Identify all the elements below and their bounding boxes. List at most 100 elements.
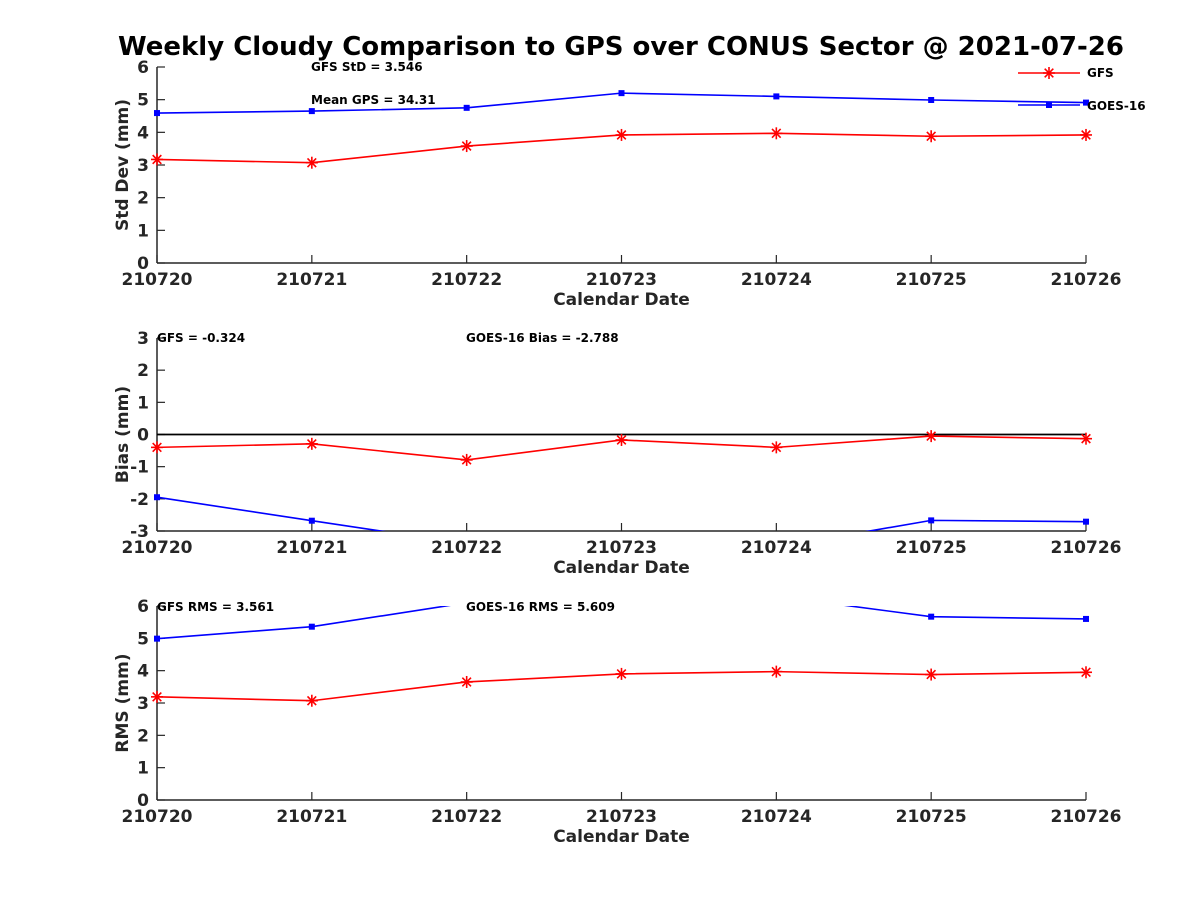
series-goes16-point xyxy=(928,96,935,103)
x-tick-label: 210724 xyxy=(741,270,812,290)
legend-goes16-label: GOES-16 xyxy=(1087,99,1146,113)
series-gfs-point xyxy=(925,430,938,443)
series-gfs-point xyxy=(305,156,318,169)
y-tick-label: 3 xyxy=(137,694,149,714)
x-axis-label: Calendar Date xyxy=(553,827,690,847)
series-gfs-point-stroke xyxy=(461,455,472,465)
series-gfs-point-stroke xyxy=(616,669,627,679)
x-tick-label: 210720 xyxy=(122,807,193,827)
series-goes16-point xyxy=(154,110,160,117)
x-tick-label: 210726 xyxy=(1051,807,1122,827)
legend-gfs-label: GFS xyxy=(1087,66,1114,80)
y-axis-label: Bias (mm) xyxy=(113,386,133,483)
series-gfs-point xyxy=(151,441,163,454)
y-tick-label: 1 xyxy=(137,221,149,241)
series-goes16-point xyxy=(308,623,315,630)
x-tick-label: 210720 xyxy=(122,270,193,290)
series-gfs-point xyxy=(460,140,473,153)
legend-goes16-marker xyxy=(1046,102,1052,108)
x-tick-label: 210723 xyxy=(586,270,657,290)
series-goes16-point xyxy=(928,613,935,620)
series-gfs-point-stroke xyxy=(152,442,162,453)
panel-data xyxy=(151,90,1092,169)
series-gfs-point xyxy=(925,668,938,681)
y-axis-label: RMS (mm) xyxy=(113,653,133,752)
legend-gfs-marker xyxy=(1043,67,1055,79)
y-tick-label: 2 xyxy=(137,189,149,209)
chart-title: Weekly Cloudy Comparison to GPS over CON… xyxy=(118,32,1124,62)
series-gfs-point xyxy=(615,433,628,446)
series-gfs-point-stroke xyxy=(616,130,627,140)
annotation: GFS RMS = 3.561 xyxy=(157,600,274,614)
series-gfs-point xyxy=(770,665,783,678)
legend: GFS GOES-16 xyxy=(1018,66,1146,113)
series-goes16-point xyxy=(1083,518,1089,525)
y-tick-label: 2 xyxy=(137,361,149,381)
series-goes16-point xyxy=(463,104,470,111)
series-gfs-point-stroke xyxy=(461,677,472,687)
annotation: GOES-16 RMS = 5.609 xyxy=(466,600,615,614)
y-tick-label: 0 xyxy=(137,254,149,274)
legend-gfs-asterisk xyxy=(1043,67,1055,79)
y-tick-label: -2 xyxy=(130,490,149,510)
y-tick-label: 0 xyxy=(137,426,149,446)
series-goes16-point xyxy=(773,593,779,599)
series-gfs-point xyxy=(1080,666,1092,679)
series-gfs-point xyxy=(770,127,783,140)
y-tick-label: 3 xyxy=(137,329,149,349)
y-tick-label: -3 xyxy=(130,522,149,542)
x-tick-label: 210723 xyxy=(586,538,657,558)
series-gfs-point xyxy=(460,675,473,688)
series-gfs-point xyxy=(615,667,628,680)
x-tick-label: 210723 xyxy=(586,807,657,827)
series-gfs-point-stroke xyxy=(1081,667,1091,678)
y-tick-label: 5 xyxy=(137,629,149,649)
series-goes16-point xyxy=(619,590,625,596)
series-gfs-point-stroke xyxy=(152,691,162,702)
y-tick-label: 1 xyxy=(137,393,149,413)
series-gfs-point-stroke xyxy=(1081,433,1091,444)
series-goes16-point xyxy=(1083,99,1089,106)
x-tick-label: 210725 xyxy=(896,807,967,827)
series-goes16-point xyxy=(1083,615,1089,622)
series-gfs-point-stroke xyxy=(771,442,782,453)
series-gfs-point-stroke xyxy=(1081,130,1091,140)
x-tick-label: 210721 xyxy=(276,538,347,558)
x-tick-label: 210722 xyxy=(431,538,502,558)
series-gfs-point xyxy=(151,153,163,166)
y-tick-label: 5 xyxy=(137,91,149,111)
y-tick-label: 0 xyxy=(137,791,149,811)
series-gfs-point xyxy=(925,130,938,143)
x-tick-label: 210724 xyxy=(741,538,812,558)
x-axis-label: Calendar Date xyxy=(553,290,690,310)
y-tick-label: 4 xyxy=(137,123,149,143)
x-tick-label: 210724 xyxy=(741,807,812,827)
series-gfs-point xyxy=(1080,432,1092,445)
series-gfs-point xyxy=(305,694,318,707)
series-gfs-point xyxy=(151,690,163,703)
series-goes16-point xyxy=(308,517,315,524)
x-tick-label: 210720 xyxy=(122,538,193,558)
series-gfs-point xyxy=(460,453,473,466)
series-gfs-point-stroke xyxy=(306,695,317,706)
series-gfs-point xyxy=(1080,128,1092,141)
y-tick-label: 1 xyxy=(137,759,149,779)
x-tick-label: 210721 xyxy=(276,807,347,827)
series-goes16-line xyxy=(156,606,1087,640)
series-goes16-point xyxy=(154,635,160,642)
series-gfs-point-stroke xyxy=(926,131,937,142)
series-gfs-point-stroke xyxy=(461,141,472,151)
y-tick-label: -1 xyxy=(130,458,149,478)
y-axis-label: Std Dev (mm) xyxy=(113,99,133,231)
series-goes16-point xyxy=(308,108,315,115)
x-tick-label: 210722 xyxy=(431,807,502,827)
annotation: GOES-16 Bias = -2.788 xyxy=(466,331,619,345)
x-tick-label: 210722 xyxy=(431,270,502,290)
x-tick-label: 210725 xyxy=(896,270,967,290)
x-tick-label: 210726 xyxy=(1051,538,1122,558)
annotation: GFS StD = 3.546 xyxy=(311,60,423,74)
series-goes16-point xyxy=(154,494,160,501)
y-tick-label: 6 xyxy=(137,58,149,78)
series-goes16-point xyxy=(773,93,780,100)
